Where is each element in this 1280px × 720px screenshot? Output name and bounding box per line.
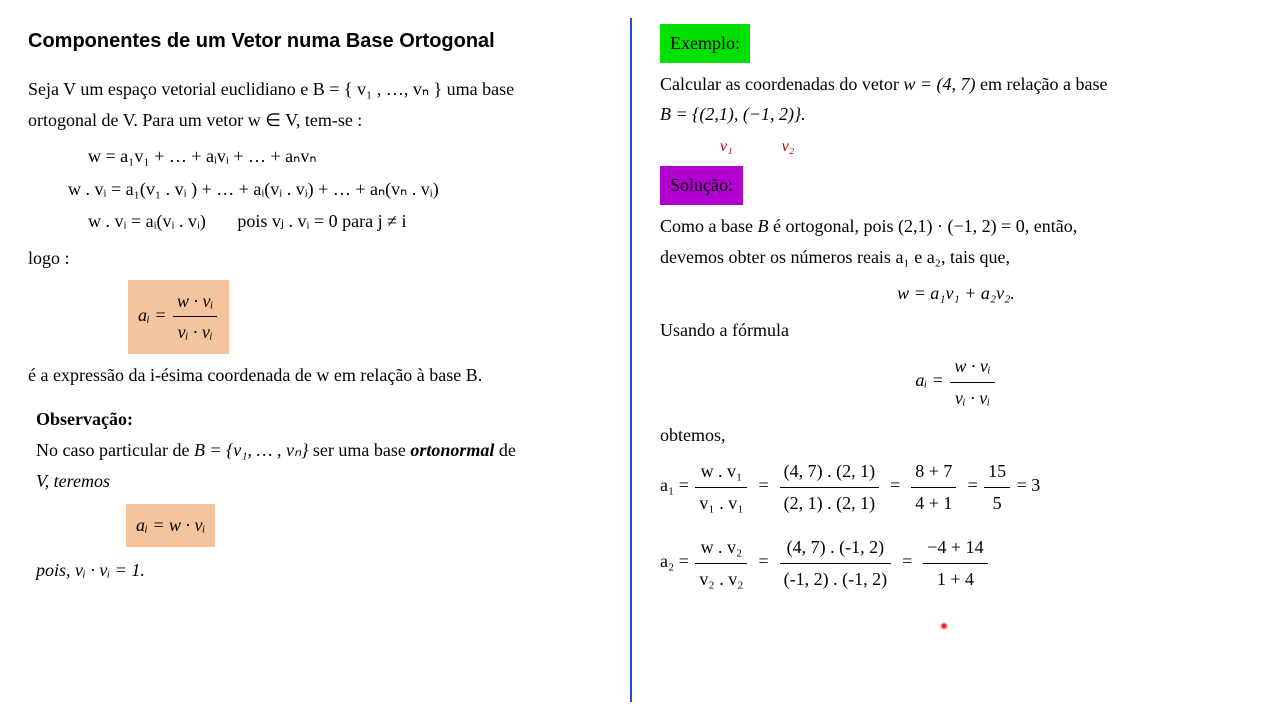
- a2-f2-num: (4, 7) . (-1, 2): [780, 532, 891, 564]
- ex-text-b: w = (4, 7): [903, 74, 975, 94]
- ex-text-c: em relação a base: [976, 74, 1108, 94]
- obs-line-2: V, teremos: [36, 466, 602, 497]
- box2-content: aᵢ = w · vᵢ: [126, 504, 215, 547]
- intro-line-2: ortogonal de V. Para um vetor w ∈ V, tem…: [28, 110, 362, 130]
- obs-text-c: ser uma base: [308, 440, 410, 460]
- vector-annotations: v₁ v₂: [720, 130, 1252, 161]
- a2-f1-num: w . v₂: [695, 532, 747, 564]
- a2-lhs: a₂ =: [660, 552, 689, 572]
- example-label: Exemplo:: [660, 24, 750, 63]
- formula-lhs: aᵢ =: [915, 371, 944, 391]
- page-title: Componentes de um Vetor numa Base Ortogo…: [28, 24, 602, 58]
- right-column: Exemplo: Calcular as coordenadas do veto…: [632, 0, 1280, 720]
- a1-f3-den: 4 + 1: [911, 488, 956, 519]
- ex-text-a: Calcular as coordenadas do vetor: [660, 74, 903, 94]
- a1-f1-num: w . v₁: [695, 456, 747, 488]
- a2-computation: a₂ = w . v₂ v₂ . v₂ = (4, 7) . (-1, 2) (…: [660, 532, 1252, 594]
- sol-b: B: [757, 216, 768, 236]
- a1-computation: a₁ = w . v₁ v₁ . v₁ = (4, 7) . (2, 1) (2…: [660, 456, 1252, 518]
- obtemos-label: obtemos,: [660, 420, 1252, 451]
- sol-line-2: devemos obter os números reais a₁ e a₂, …: [660, 247, 1010, 267]
- a2-f2-den: (-1, 2) . (-1, 2): [780, 564, 891, 595]
- v1-annotation: v₁: [720, 138, 733, 155]
- obs-tail: pois, vᵢ · vᵢ = 1.: [36, 555, 602, 586]
- a2-f1-den: v₂ . v₂: [695, 564, 747, 595]
- left-column: Componentes de um Vetor numa Base Ortogo…: [0, 0, 630, 720]
- obs-text-a: No caso particular de: [36, 440, 194, 460]
- obs-line-1: No caso particular de B = {v₁, … , vₙ} s…: [36, 435, 602, 466]
- equation-3: w . vᵢ = aᵢ(vᵢ . vᵢ) pois vⱼ . vᵢ = 0 pa…: [88, 206, 602, 237]
- sol-c: é ortogonal, pois (2,1) · (−1, 2) = 0, e…: [768, 216, 1077, 236]
- a1-f2-num: (4, 7) . (2, 1): [780, 456, 879, 488]
- formula-num: w · vᵢ: [950, 351, 994, 383]
- intro-text: Seja V um espaço vetorial euclidiano e B…: [28, 74, 602, 135]
- obs-text-d: ortonormal: [410, 440, 494, 460]
- sol-a: Como a base: [660, 216, 757, 236]
- red-dot-icon: [940, 622, 948, 630]
- logo-label: logo :: [28, 243, 602, 274]
- a1-result: = 3: [1017, 475, 1041, 495]
- a2-f3-den: 1 + 4: [923, 564, 987, 595]
- eq3-right: pois vⱼ . vᵢ = 0 para j ≠ i: [237, 211, 406, 231]
- conclusion-text: é a expressão da i-ésima coordenada de w…: [28, 360, 602, 391]
- box1-lhs: aᵢ =: [138, 305, 167, 325]
- a1-lhs: a₁ =: [660, 475, 689, 495]
- formula-den: vᵢ · vᵢ: [950, 383, 994, 414]
- ex-line-2: B = {(2,1), (−1, 2)}.: [660, 104, 806, 124]
- solution-eq: w = a₁v₁ + a₂v₂.: [660, 278, 1252, 309]
- equation-2: w . vᵢ = a₁(v₁ . vᵢ ) + … + aᵢ(vᵢ . vᵢ) …: [68, 174, 602, 205]
- a1-f2-den: (2, 1) . (2, 1): [780, 488, 879, 519]
- boxed-formula-2: aᵢ = w · vᵢ: [126, 504, 602, 547]
- a2-f3-num: −4 + 14: [923, 532, 987, 564]
- boxed-formula-1: aᵢ = w · vᵢ vᵢ · vᵢ: [128, 280, 602, 354]
- eq3-left: w . vᵢ = aᵢ(vᵢ . vᵢ): [88, 211, 206, 231]
- intro-line-1: Seja V um espaço vetorial euclidiano e B…: [28, 79, 514, 99]
- a1-f4-den: 5: [984, 488, 1010, 519]
- formula-intro: Usando a fórmula: [660, 315, 1252, 346]
- box1-den: vᵢ · vᵢ: [173, 317, 217, 348]
- example-statement: Calcular as coordenadas do vetor w = (4,…: [660, 69, 1252, 130]
- observation-title: Observação:: [36, 404, 602, 435]
- v2-annotation: v₂: [782, 138, 795, 155]
- a1-f3-num: 8 + 7: [911, 456, 956, 488]
- a1-f4-num: 15: [984, 456, 1010, 488]
- a1-f1-den: v₁ . v₁: [695, 488, 747, 519]
- solution-text: Como a base B é ortogonal, pois (2,1) · …: [660, 211, 1252, 272]
- equation-1: w = a₁v₁ + … + aᵢvᵢ + … + aₙvₙ: [88, 141, 602, 172]
- ai-formula: aᵢ = w · vᵢ vᵢ · vᵢ: [660, 351, 1252, 413]
- box1-num: w · vᵢ: [173, 286, 217, 318]
- obs-text-b: B = {v₁, … , vₙ}: [194, 440, 308, 460]
- obs-text-e: de: [494, 440, 516, 460]
- laser-pointer: [940, 609, 1252, 640]
- observation-block: Observação: No caso particular de B = {v…: [36, 404, 602, 585]
- solution-label: Solução:: [660, 166, 743, 205]
